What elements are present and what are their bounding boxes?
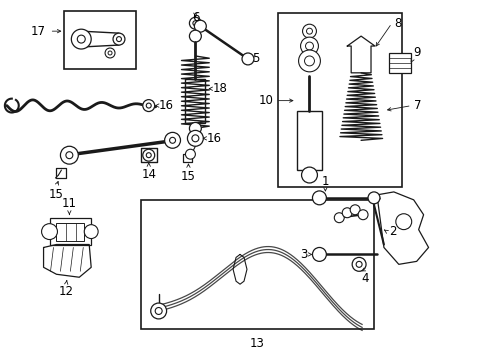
Circle shape bbox=[187, 130, 203, 146]
Circle shape bbox=[71, 29, 91, 49]
Text: 12: 12 bbox=[59, 285, 74, 298]
Circle shape bbox=[189, 122, 201, 134]
Circle shape bbox=[155, 307, 162, 314]
Circle shape bbox=[84, 225, 98, 239]
Text: 17: 17 bbox=[30, 24, 45, 38]
Circle shape bbox=[189, 17, 201, 29]
Circle shape bbox=[306, 28, 312, 34]
Text: 4: 4 bbox=[360, 272, 368, 285]
Circle shape bbox=[367, 192, 379, 204]
Circle shape bbox=[194, 20, 206, 32]
Circle shape bbox=[169, 137, 175, 143]
Circle shape bbox=[357, 210, 367, 220]
Circle shape bbox=[113, 33, 124, 45]
Text: 15: 15 bbox=[181, 170, 196, 183]
Circle shape bbox=[66, 152, 73, 159]
Circle shape bbox=[142, 149, 154, 161]
Text: 11: 11 bbox=[62, 197, 77, 210]
Bar bbox=[49, 218, 91, 246]
Bar bbox=[64, 11, 136, 69]
Circle shape bbox=[189, 30, 201, 42]
Bar bbox=[56, 223, 84, 240]
Bar bbox=[296, 111, 322, 170]
Text: 15: 15 bbox=[49, 188, 64, 201]
Circle shape bbox=[395, 214, 411, 230]
Circle shape bbox=[150, 303, 166, 319]
Text: 9: 9 bbox=[413, 46, 420, 59]
Circle shape bbox=[192, 21, 198, 26]
Text: 7: 7 bbox=[413, 99, 420, 112]
Circle shape bbox=[77, 35, 85, 43]
Circle shape bbox=[242, 53, 253, 65]
Circle shape bbox=[146, 153, 151, 158]
Text: 8: 8 bbox=[393, 17, 400, 30]
Text: 14: 14 bbox=[141, 168, 156, 181]
Circle shape bbox=[146, 103, 151, 108]
Text: 10: 10 bbox=[258, 94, 273, 107]
Circle shape bbox=[304, 56, 314, 66]
Circle shape bbox=[305, 42, 313, 50]
Text: 2: 2 bbox=[388, 225, 396, 238]
Circle shape bbox=[312, 247, 325, 261]
Circle shape bbox=[302, 24, 316, 38]
Text: 3: 3 bbox=[300, 248, 307, 261]
Circle shape bbox=[116, 37, 121, 41]
Circle shape bbox=[334, 213, 344, 223]
Circle shape bbox=[164, 132, 180, 148]
Bar bbox=[388, 53, 410, 73]
Text: 5: 5 bbox=[251, 53, 259, 66]
Text: 13: 13 bbox=[249, 337, 264, 350]
Text: 6: 6 bbox=[191, 11, 199, 24]
Circle shape bbox=[298, 50, 320, 72]
Circle shape bbox=[61, 146, 78, 164]
Circle shape bbox=[351, 257, 366, 271]
Circle shape bbox=[312, 191, 325, 205]
Text: 18: 18 bbox=[212, 82, 226, 95]
Circle shape bbox=[105, 48, 115, 58]
Circle shape bbox=[185, 149, 195, 159]
Circle shape bbox=[349, 205, 359, 215]
Text: 1: 1 bbox=[321, 175, 328, 188]
Bar bbox=[277, 13, 401, 187]
Circle shape bbox=[142, 100, 154, 112]
Bar bbox=[141, 200, 373, 329]
Circle shape bbox=[300, 37, 318, 55]
Text: 16: 16 bbox=[206, 132, 221, 145]
Circle shape bbox=[108, 51, 112, 55]
Circle shape bbox=[355, 261, 361, 267]
Circle shape bbox=[41, 224, 57, 239]
Text: 16: 16 bbox=[158, 99, 173, 112]
Circle shape bbox=[191, 135, 199, 142]
Circle shape bbox=[301, 167, 317, 183]
Circle shape bbox=[342, 208, 351, 218]
Bar bbox=[185, 79, 205, 123]
